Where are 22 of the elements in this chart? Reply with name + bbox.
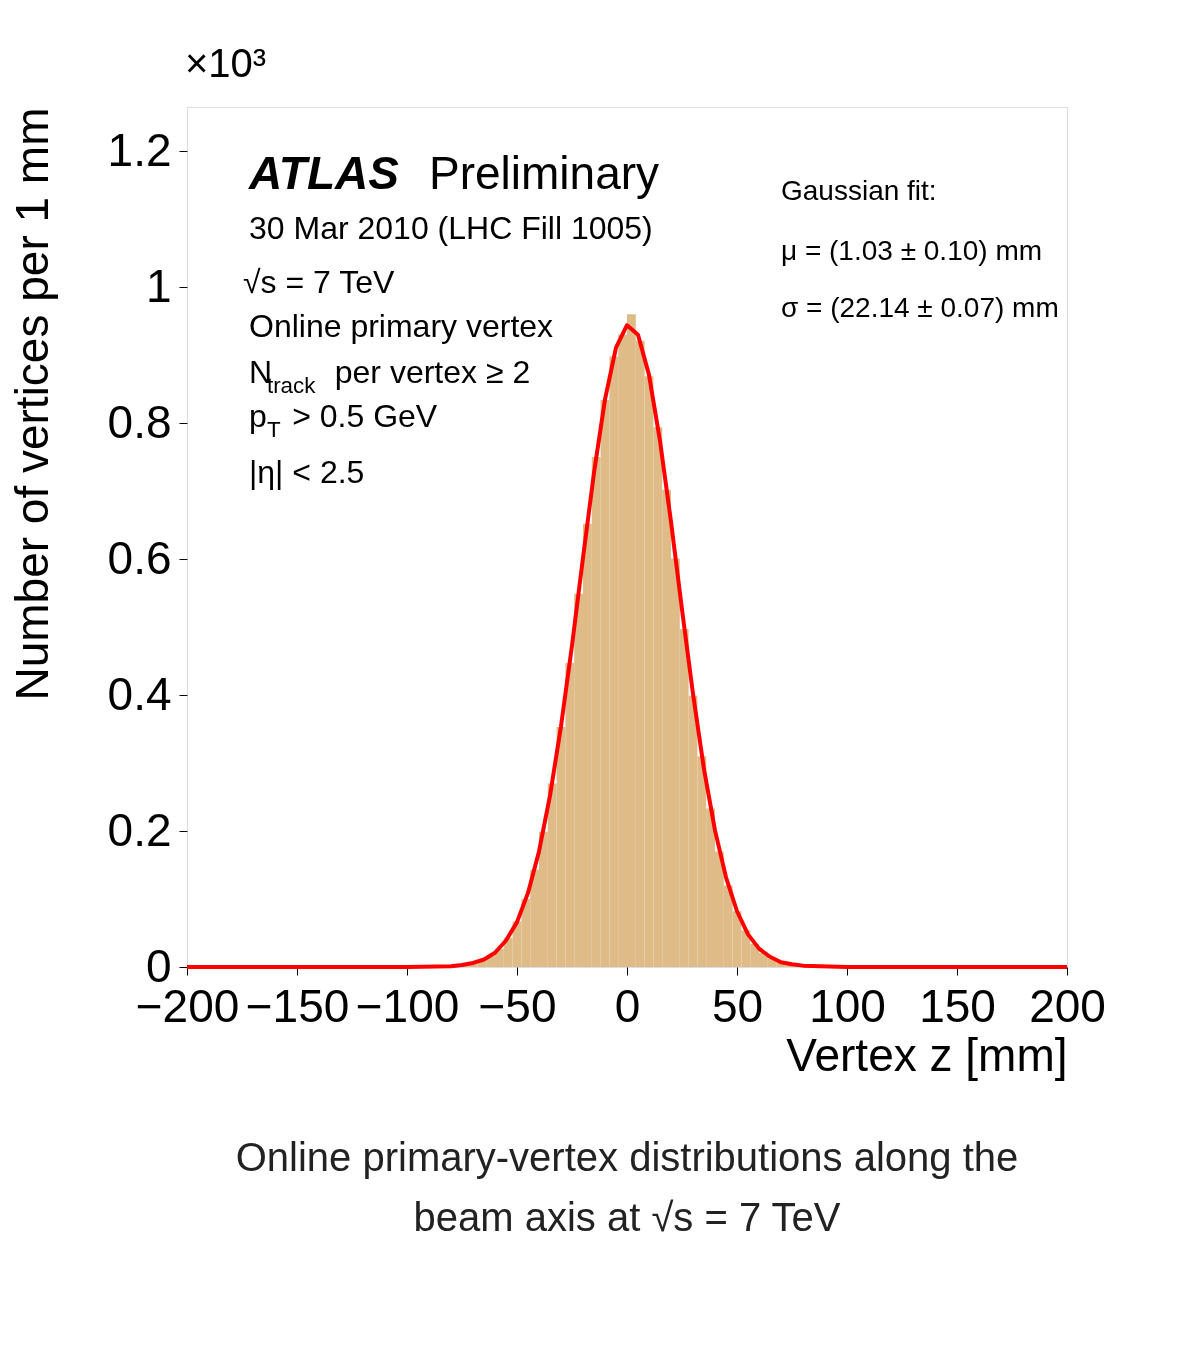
y-tick-label: 0.6 [107, 531, 172, 584]
y-tick-label: 1.2 [107, 123, 172, 176]
x-tick-label: 50 [711, 979, 764, 1032]
x-tick-label: 0 [614, 979, 641, 1032]
x-tick-label: −100 [355, 979, 460, 1032]
y-tick-label: 0.8 [107, 395, 172, 448]
text: Online primary-vertex distributions along the beam axis at √s = 7 TeV [235, 1135, 1019, 1239]
annotation: ATLAS Preliminary [248, 147, 660, 199]
annotation: σ = (22.14 ± 0.07) mm [781, 292, 1059, 323]
text: ×10³ [185, 41, 267, 85]
y-axis-title: Number of vertices per 1 mm [5, 107, 58, 701]
x-tick-label: −150 [245, 979, 350, 1032]
annotation: Online primary vertex [249, 308, 554, 344]
y-tick-label: 0.2 [107, 803, 172, 856]
annotation: |η| < 2.5 [249, 454, 365, 490]
annotation: μ = (1.03 ± 0.10) mm [781, 235, 1043, 266]
x-tick-label: −50 [478, 979, 557, 1032]
annotation: √s = 7 TeV [243, 264, 395, 300]
y-tick-label: 1 [145, 259, 172, 312]
annotation: 30 Mar 2010 (LHC Fill 1005) [249, 210, 653, 246]
y-tick-label: 0.4 [107, 667, 172, 720]
annotation: Gaussian fit: [781, 175, 937, 206]
